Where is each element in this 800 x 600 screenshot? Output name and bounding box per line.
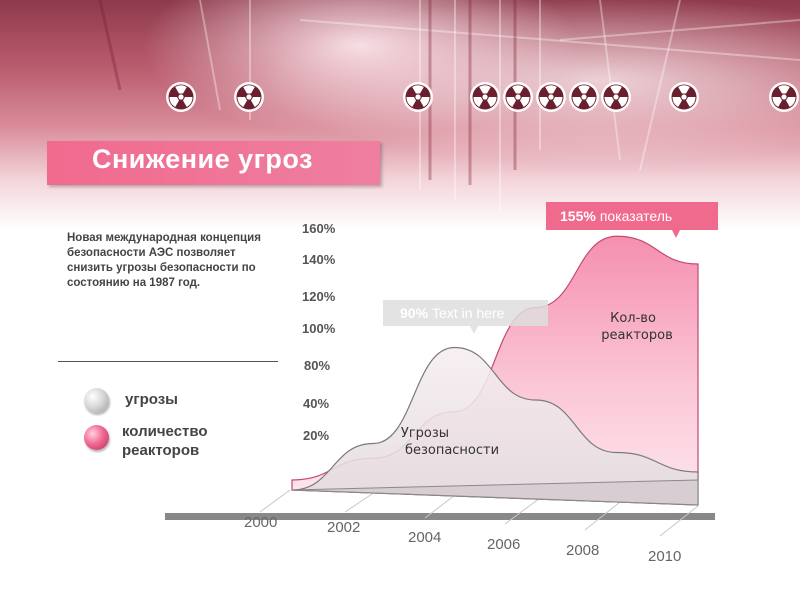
callout-155-text: 155% показатель [560,208,672,224]
y-tick-label: 140% [302,252,336,267]
callout-90: 90% Text in here [383,300,548,334]
y-tick-label: 100% [302,321,336,336]
legend-reactors-swatch [84,425,109,450]
series-threats-area [291,346,699,506]
series-threats-depth [291,479,699,506]
legend-reactors-label: количество реакторов [122,423,208,459]
series-reactors-label: Кол-во реакторов [601,311,672,343]
x-tick-label: 2006 [487,536,520,553]
chart-floor [165,513,715,520]
description-text: Новая международная концепция безопаснос… [67,232,261,289]
divider [58,361,278,362]
legend-threats-swatch [84,388,109,413]
title-bar [47,141,380,185]
y-tick-label: 40% [303,396,329,411]
y-tick-label: 120% [302,289,336,304]
x-tick-label: 2002 [327,519,360,536]
page-title: Снижение угроз [92,144,313,174]
x-axis: 2000 2002 2004 2006 2008 2010 [244,514,681,565]
series-threats-label: Угрозы безопасности [401,426,499,458]
header-banner [0,0,800,230]
x-tick-label: 2004 [408,529,441,546]
x-tick-label: 2008 [566,542,599,559]
x-perspective-lines [259,489,699,537]
y-tick-label: 20% [303,428,329,443]
callout-90-text: 90% Text in here [400,305,505,321]
y-axis: 160% 140% 120% 100% 80% 40% 20% [302,221,336,443]
x-tick-label: 2010 [648,548,681,565]
legend-threats-label: угрозы [125,391,178,408]
callout-155: 155% показатель [546,202,718,238]
x-tick-label: 2000 [244,514,277,531]
y-tick-label: 80% [304,358,330,373]
y-tick-label: 160% [302,221,336,236]
